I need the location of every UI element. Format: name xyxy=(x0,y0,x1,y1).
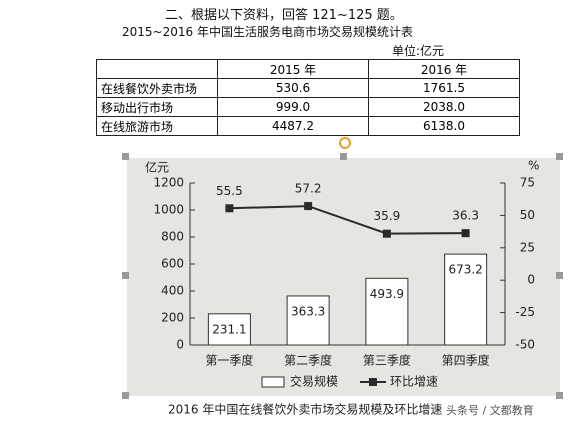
y2-axis-label: % xyxy=(528,159,539,173)
y2-tick-label: 25 xyxy=(520,240,535,254)
y2-tick-label: -50 xyxy=(515,338,535,352)
point-label: 57.2 xyxy=(295,182,322,196)
legend-swatch xyxy=(261,376,285,388)
instruction: 二、根据以下资料，回答 121~125 题。 xyxy=(165,8,403,23)
y-tick-label: 1000 xyxy=(153,203,184,217)
selection-handles xyxy=(122,153,563,399)
cell: 在线旅游市场 xyxy=(96,116,218,136)
chart-image xyxy=(127,158,560,396)
marker xyxy=(304,202,313,211)
bar-label: 673.2 xyxy=(448,263,482,277)
table-title: 2015~2016 年中国生活服务电商市场交易规模统计表 xyxy=(122,25,413,39)
y-tick-label: 800 xyxy=(161,230,184,244)
data-table: 2015 年 2016 年 在线餐饮外卖市场 530.6 1761.5 移动出行市场 9… xyxy=(96,59,520,136)
unit: 单位:亿元 xyxy=(392,44,445,58)
caption: 2016 年中国在线餐饮外卖市场交易规模及环比增速 xyxy=(168,402,442,417)
bar xyxy=(365,277,409,346)
legend-label: 交易规模 xyxy=(290,374,338,389)
x-tick-label: 第四季度 xyxy=(442,353,490,368)
point-label: 35.9 xyxy=(374,209,401,223)
point-label: 55.5 xyxy=(216,184,243,198)
y2-tick-label: -25 xyxy=(515,305,535,319)
x-tick-label: 第二季度 xyxy=(284,353,332,368)
rotate-handle xyxy=(339,137,351,149)
cell: 6138.0 xyxy=(368,116,520,136)
x-tick-label: 第三季度 xyxy=(363,353,411,368)
y-tick-label: 200 xyxy=(161,311,184,325)
marker xyxy=(461,229,470,238)
y-tick-label: 1200 xyxy=(153,176,184,190)
y2-tick-label: 50 xyxy=(520,208,535,222)
y-tick-label: 600 xyxy=(161,257,184,271)
bar xyxy=(207,313,251,346)
y2-tick-label: 75 xyxy=(520,176,535,190)
y-tick-label: 0 xyxy=(176,338,184,352)
y2-tick-label: 0 xyxy=(527,273,535,287)
bar xyxy=(286,295,330,346)
bar xyxy=(444,253,488,346)
line xyxy=(229,205,466,235)
marker xyxy=(382,229,391,238)
point-label: 36.3 xyxy=(452,209,479,223)
y-axis-label: 亿元 xyxy=(145,160,169,175)
legend-swatch xyxy=(369,378,377,386)
bar-label: 363.3 xyxy=(291,304,325,318)
x-tick-label: 第一季度 xyxy=(205,353,253,368)
cell: 2038.0 xyxy=(368,97,520,117)
bar-label: 231.1 xyxy=(212,322,246,336)
marker xyxy=(225,204,234,213)
watermark: 头条号 / 文都教育 xyxy=(446,403,534,417)
bar-label: 493.9 xyxy=(370,287,404,301)
y-tick-label: 400 xyxy=(161,284,184,298)
legend-label: 环比增速 xyxy=(390,375,438,389)
